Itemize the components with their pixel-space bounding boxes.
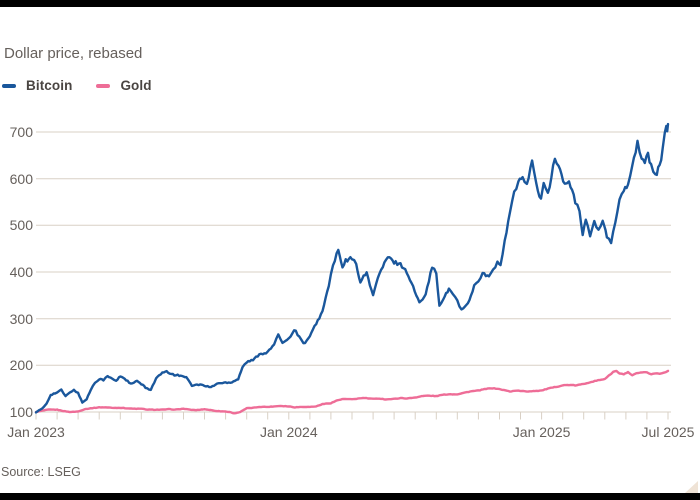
bitcoin-line — [34, 122, 670, 414]
y-axis-tick-label: 500 — [9, 217, 33, 234]
gold-line — [34, 369, 670, 415]
source-note: Source: LSEG — [1, 465, 81, 479]
y-axis-tick-label: 200 — [9, 357, 33, 374]
resize-corner-icon — [685, 481, 698, 493]
chart-legend: Bitcoin Gold — [2, 78, 152, 93]
gold-legend-label: Gold — [120, 78, 152, 93]
y-axis-tick-label: 600 — [9, 170, 33, 187]
gold-legend-swatch — [96, 83, 111, 88]
x-axis-tick-label: Jan 2023 — [7, 424, 65, 440]
bitcoin-legend-swatch — [2, 83, 16, 88]
y-axis-tick-label: 400 — [9, 263, 33, 280]
bottom-edge-bar — [0, 493, 700, 500]
legend-item-gold: Gold — [96, 78, 152, 93]
x-axis-tick-label: Jul 2025 — [641, 424, 695, 440]
x-axis-tick-label: Jan 2024 — [259, 424, 318, 440]
y-axis-tick-label: 700 — [9, 123, 33, 140]
legend-item-bitcoin: Bitcoin — [2, 78, 72, 93]
y-axis-tick-label: 100 — [9, 404, 33, 420]
x-axis-tick-label: Jan 2025 — [512, 424, 571, 440]
bitcoin-legend-label: Bitcoin — [26, 78, 73, 93]
chart-subtitle: Dollar price, rebased — [4, 45, 143, 62]
y-axis-tick-label: 300 — [9, 310, 33, 327]
top-edge-bar — [0, 0, 700, 7]
